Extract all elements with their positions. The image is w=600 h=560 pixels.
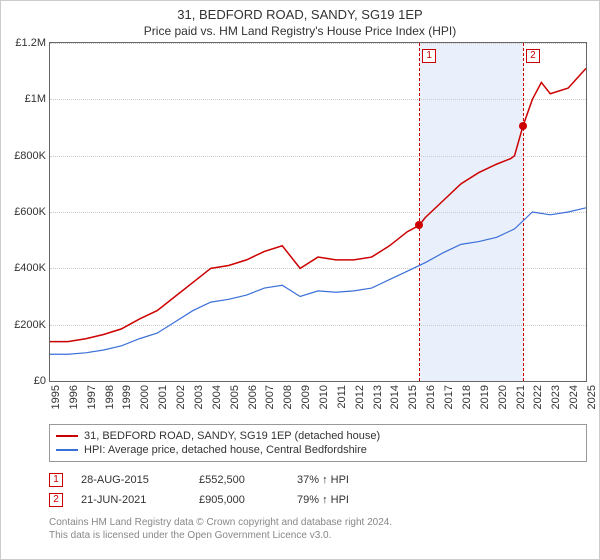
series-line	[50, 68, 586, 341]
x-axis-label: 2014	[389, 385, 401, 409]
x-axis-label: 2011	[336, 385, 348, 409]
event-row: 2 21-JUN-2021 £905,000 79% ↑ HPI	[49, 490, 587, 510]
event-row: 1 28-AUG-2015 £552,500 37% ↑ HPI	[49, 470, 587, 490]
x-axis-label: 1998	[104, 385, 116, 409]
y-axis-label: £0	[34, 375, 46, 387]
y-axis-label: £200K	[14, 319, 46, 331]
x-axis-label: 2009	[300, 385, 312, 409]
x-axis-label: 2000	[139, 385, 151, 409]
marker-box: 2	[526, 49, 540, 63]
x-axis-label: 2006	[247, 385, 259, 409]
marker-dot	[519, 122, 527, 130]
event-date: 28-AUG-2015	[81, 474, 181, 486]
x-axis-label: 2022	[532, 385, 544, 409]
legend-box: 31, BEDFORD ROAD, SANDY, SG19 1EP (detac…	[49, 424, 587, 462]
legend-label: HPI: Average price, detached house, Cent…	[84, 444, 367, 456]
chart-plot-area: £0£200K£400K£600K£800K£1M£1.2M1995199619…	[49, 42, 587, 382]
x-axis-label: 2010	[318, 385, 330, 409]
x-axis-label: 2025	[586, 385, 598, 409]
x-axis-label: 2020	[497, 385, 509, 409]
y-axis-label: £1M	[25, 93, 46, 105]
y-axis-label: £1.2M	[15, 37, 46, 49]
x-axis-label: 2024	[568, 385, 580, 409]
legend-swatch	[56, 449, 78, 451]
event-pct: 79% ↑ HPI	[297, 494, 387, 506]
legend-item: 31, BEDFORD ROAD, SANDY, SG19 1EP (detac…	[56, 429, 580, 443]
y-axis-label: £800K	[14, 150, 46, 162]
event-price: £552,500	[199, 474, 279, 486]
event-price: £905,000	[199, 494, 279, 506]
x-axis-label: 2015	[407, 385, 419, 409]
legend-label: 31, BEDFORD ROAD, SANDY, SG19 1EP (detac…	[84, 430, 380, 442]
marker-box: 1	[422, 49, 436, 63]
x-axis-label: 2001	[157, 385, 169, 409]
event-date: 21-JUN-2021	[81, 494, 181, 506]
event-pct: 37% ↑ HPI	[297, 474, 387, 486]
x-axis-label: 2012	[354, 385, 366, 409]
event-marker-box: 1	[49, 473, 63, 487]
x-axis-label: 2018	[461, 385, 473, 409]
x-axis-label: 2005	[229, 385, 241, 409]
y-axis-label: £600K	[14, 206, 46, 218]
x-axis-label: 2013	[372, 385, 384, 409]
series-line	[50, 208, 586, 354]
chart-subtitle: Price paid vs. HM Land Registry's House …	[1, 24, 599, 38]
x-axis-label: 2019	[479, 385, 491, 409]
y-axis-label: £400K	[14, 262, 46, 274]
x-axis-label: 2003	[193, 385, 205, 409]
event-marker-box: 2	[49, 493, 63, 507]
chart-lines-svg	[50, 43, 586, 381]
x-axis-label: 1995	[50, 385, 62, 409]
x-axis-label: 2021	[515, 385, 527, 409]
chart-container: 31, BEDFORD ROAD, SANDY, SG19 1EP Price …	[0, 0, 600, 560]
footer-attribution: Contains HM Land Registry data © Crown c…	[49, 516, 587, 542]
chart-title: 31, BEDFORD ROAD, SANDY, SG19 1EP	[1, 7, 599, 22]
x-axis-label: 2004	[211, 385, 223, 409]
footer-line: Contains HM Land Registry data © Crown c…	[49, 516, 587, 529]
legend-item: HPI: Average price, detached house, Cent…	[56, 443, 580, 457]
footer-line: This data is licensed under the Open Gov…	[49, 529, 587, 542]
x-axis-label: 2023	[550, 385, 562, 409]
legend-swatch	[56, 435, 78, 437]
x-axis-label: 2007	[264, 385, 276, 409]
x-axis-label: 2002	[175, 385, 187, 409]
x-axis-label: 2016	[425, 385, 437, 409]
x-axis-label: 1999	[121, 385, 133, 409]
x-axis-label: 2008	[282, 385, 294, 409]
x-axis-label: 1997	[86, 385, 98, 409]
events-table: 1 28-AUG-2015 £552,500 37% ↑ HPI 2 21-JU…	[49, 470, 587, 510]
marker-dot	[415, 221, 423, 229]
x-axis-label: 2017	[443, 385, 455, 409]
x-axis-label: 1996	[68, 385, 80, 409]
